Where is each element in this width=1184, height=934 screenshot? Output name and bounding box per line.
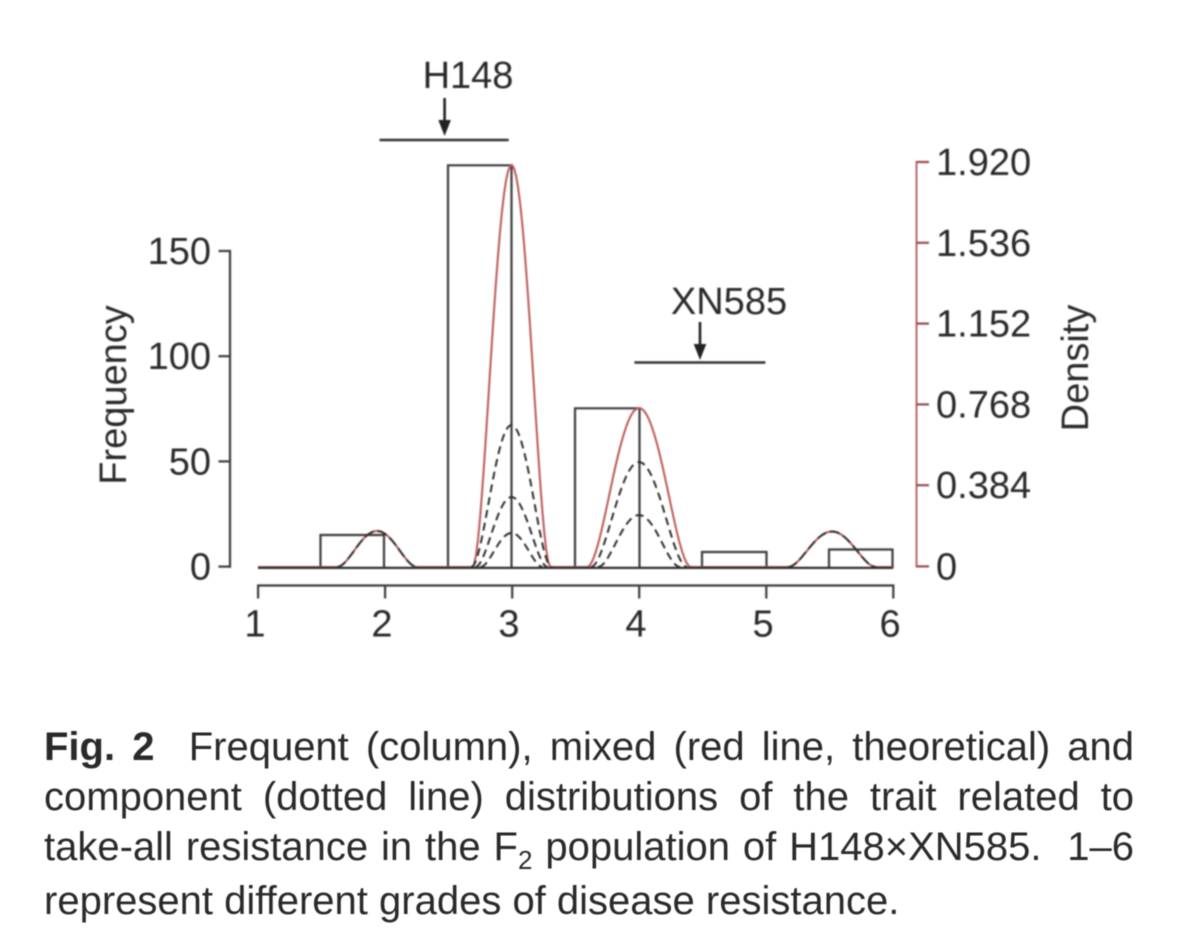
svg-text:Density: Density xyxy=(1055,305,1097,432)
svg-text:XN585: XN585 xyxy=(671,281,787,323)
svg-text:1.920: 1.920 xyxy=(936,142,1031,184)
svg-text:4: 4 xyxy=(625,604,646,646)
svg-text:150: 150 xyxy=(148,231,211,273)
svg-text:6: 6 xyxy=(880,604,901,646)
svg-text:1.536: 1.536 xyxy=(936,223,1031,265)
svg-text:50: 50 xyxy=(169,441,211,483)
svg-text:2: 2 xyxy=(371,604,392,646)
svg-text:0.384: 0.384 xyxy=(936,465,1031,507)
svg-text:3: 3 xyxy=(498,604,519,646)
svg-text:H148: H148 xyxy=(423,55,514,97)
svg-text:0.768: 0.768 xyxy=(936,384,1031,426)
svg-text:5: 5 xyxy=(753,604,774,646)
svg-text:100: 100 xyxy=(148,336,211,378)
svg-text:Frequency: Frequency xyxy=(93,305,135,485)
svg-text:1.152: 1.152 xyxy=(936,304,1031,346)
svg-text:0: 0 xyxy=(190,547,211,589)
svg-text:1: 1 xyxy=(244,604,265,646)
svg-text:0: 0 xyxy=(936,546,957,588)
